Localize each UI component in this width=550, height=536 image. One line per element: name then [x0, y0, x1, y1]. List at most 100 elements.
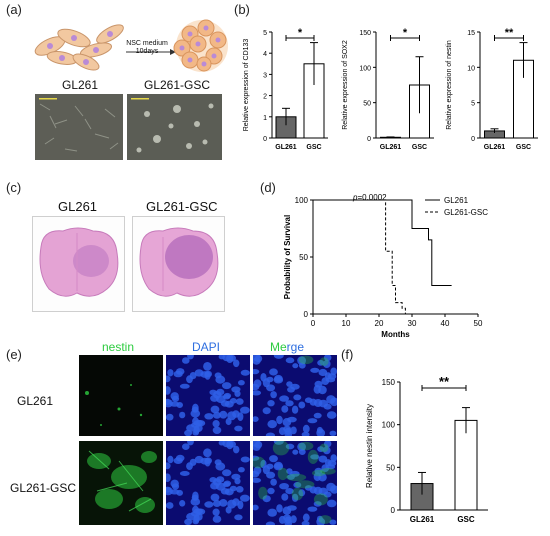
nucleus [192, 491, 199, 501]
nucleus [267, 400, 275, 407]
cell-culture-schematic [34, 19, 228, 72]
nucleus [285, 443, 295, 450]
nucleus [313, 412, 322, 419]
nucleus [203, 448, 212, 458]
nucleus [190, 497, 201, 506]
nucleus [330, 397, 337, 407]
nucleus [284, 427, 292, 435]
panel-label-d: (d) [260, 180, 276, 195]
nucleus [321, 377, 330, 385]
nucleus [269, 368, 278, 376]
if-gsc-nestin [79, 441, 163, 525]
nucleus [317, 446, 325, 452]
nucleus [186, 462, 193, 470]
nucleus [253, 466, 262, 475]
nucleus [204, 501, 214, 508]
nucleus [323, 360, 331, 368]
nucleus [329, 519, 337, 525]
nucleus [285, 488, 294, 495]
nestin-overlay [320, 468, 336, 475]
micrograph-gl261 [35, 94, 123, 160]
micrograph-title-gsc: GL261-GSC [144, 78, 211, 92]
nucleus [179, 500, 186, 507]
survival-line-gl261-gsc [313, 199, 406, 314]
nucleus [204, 413, 214, 420]
nucleus [253, 379, 262, 388]
nucleus [318, 473, 327, 482]
nucleus [167, 455, 174, 464]
nucleus [238, 467, 245, 473]
nucleus [209, 389, 217, 396]
nucleus [301, 520, 310, 525]
nucleus [297, 442, 306, 452]
nucleus [253, 443, 261, 451]
nestin-overlay [272, 441, 290, 456]
nucleus [290, 383, 300, 390]
row-label-gl261-gsc: GL261-GSC [10, 481, 77, 495]
y-axis-label: Relative nestin intensity [365, 404, 374, 488]
nucleus [279, 395, 289, 402]
significance-marker: * [403, 27, 408, 39]
nucleus [215, 375, 226, 384]
bar [454, 419, 478, 511]
nucleus [253, 416, 259, 422]
y-tick-label: 5 [263, 30, 267, 37]
y-tick-label: 5 [471, 101, 475, 108]
y-tick-label: 100 [382, 421, 396, 430]
nucleus [213, 500, 221, 507]
p-value-annotation: p=0.0002 [352, 193, 387, 202]
nucleus [266, 463, 274, 470]
nucleus [307, 418, 318, 424]
nucleus [169, 401, 180, 407]
nucleus [313, 501, 322, 507]
nucleus [270, 478, 277, 486]
nestin-overlay [286, 473, 307, 482]
nucleus [190, 409, 201, 418]
chart-sox2: 0 50 100 150 Relative expression of SOX2 GL26… [342, 27, 434, 151]
if-gl261-nestin [79, 355, 163, 436]
nucleus [166, 473, 171, 482]
nucleus [222, 441, 231, 448]
nucleus [293, 482, 302, 488]
nucleus [326, 411, 337, 419]
he-section-gl261-gsc [132, 216, 225, 312]
nestin-overlay [312, 469, 326, 477]
nucleus [237, 412, 244, 421]
nucleus [278, 515, 286, 524]
nucleus [281, 405, 289, 413]
nucleus [318, 455, 328, 463]
x-tick-label: 50 [474, 319, 483, 328]
y-tick-label: 150 [359, 30, 371, 37]
nucleus [169, 489, 180, 495]
nucleus [253, 455, 260, 461]
nucleus [329, 430, 337, 436]
y-tick-label: 0 [391, 506, 396, 515]
nucleus [297, 356, 306, 365]
nucleus [298, 489, 306, 497]
nucleus [231, 473, 241, 480]
nucleus [234, 425, 243, 432]
neurosphere-illustration [173, 19, 228, 72]
nucleus [274, 461, 283, 469]
adherent-cells-illustration [34, 24, 124, 71]
nucleus [240, 369, 250, 376]
nucleus [330, 485, 337, 494]
nucleus [203, 362, 212, 371]
x-axis-label: Months [381, 330, 410, 338]
nucleus [167, 369, 174, 377]
nestin-overlay [253, 456, 265, 469]
nucleus [237, 500, 244, 510]
y-tick-label: 10 [467, 65, 475, 72]
nucleus [323, 446, 331, 455]
survival-chart: 0 50 100 0 10 20 30 40 50 Months Probability of Su… [283, 193, 488, 338]
category-label: GL261 [380, 144, 402, 151]
nucleus [222, 355, 231, 362]
nucleus [302, 424, 310, 433]
nucleus [166, 413, 174, 421]
nucleus [276, 415, 283, 425]
nucleus [262, 407, 271, 415]
nucleus [213, 411, 221, 419]
legend-label: GL261-GSC [444, 208, 488, 217]
nucleus [175, 454, 185, 462]
col-header-merge: Merge [270, 340, 304, 354]
